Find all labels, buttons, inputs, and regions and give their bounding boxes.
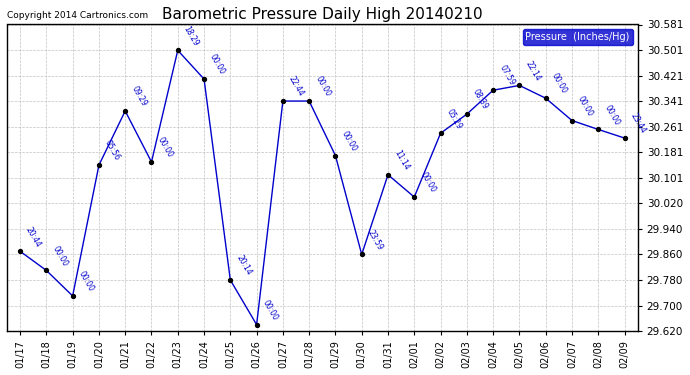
Legend: Pressure  (Inches/Hg): Pressure (Inches/Hg) [522, 29, 633, 45]
Point [514, 82, 525, 88]
Text: 00:00: 00:00 [50, 244, 69, 268]
Point [462, 111, 473, 117]
Text: 22:44: 22:44 [287, 75, 306, 98]
Text: 00:00: 00:00 [77, 270, 96, 293]
Text: 00:00: 00:00 [156, 136, 175, 159]
Text: 23:44: 23:44 [629, 112, 647, 135]
Text: Copyright 2014 Cartronics.com: Copyright 2014 Cartronics.com [7, 11, 148, 20]
Text: 00:00: 00:00 [602, 103, 621, 127]
Point [41, 267, 52, 273]
Point [277, 98, 288, 104]
Point [199, 76, 210, 82]
Title: Barometric Pressure Daily High 20140210: Barometric Pressure Daily High 20140210 [162, 7, 482, 22]
Point [408, 194, 420, 200]
Point [330, 153, 341, 159]
Point [146, 159, 157, 165]
Point [172, 47, 184, 53]
Text: 05:29: 05:29 [445, 107, 464, 130]
Point [593, 126, 604, 132]
Point [304, 98, 315, 104]
Point [566, 117, 578, 123]
Text: 18:29: 18:29 [182, 24, 201, 48]
Text: 11:14: 11:14 [392, 149, 411, 172]
Point [225, 277, 236, 283]
Text: 00:00: 00:00 [261, 298, 279, 322]
Point [119, 108, 130, 114]
Text: 00:00: 00:00 [550, 72, 569, 95]
Point [540, 95, 551, 101]
Point [619, 135, 630, 141]
Text: 20:44: 20:44 [24, 225, 43, 249]
Text: 09:29: 09:29 [129, 85, 148, 108]
Text: 00:00: 00:00 [313, 75, 332, 98]
Text: 08:39: 08:39 [471, 88, 490, 111]
Point [356, 252, 367, 258]
Point [251, 322, 262, 328]
Point [93, 162, 104, 168]
Point [435, 130, 446, 136]
Point [488, 87, 499, 93]
Point [14, 248, 26, 254]
Text: 00:00: 00:00 [208, 53, 227, 76]
Point [382, 172, 393, 178]
Text: 23:59: 23:59 [366, 228, 384, 252]
Text: 22:14: 22:14 [524, 59, 542, 82]
Text: 07:59: 07:59 [497, 64, 516, 87]
Text: 05:56: 05:56 [103, 139, 122, 162]
Text: 20:14: 20:14 [235, 254, 253, 277]
Text: 00:00: 00:00 [339, 129, 358, 153]
Text: 00:00: 00:00 [576, 94, 595, 118]
Point [67, 293, 78, 299]
Text: 00:00: 00:00 [418, 171, 437, 194]
